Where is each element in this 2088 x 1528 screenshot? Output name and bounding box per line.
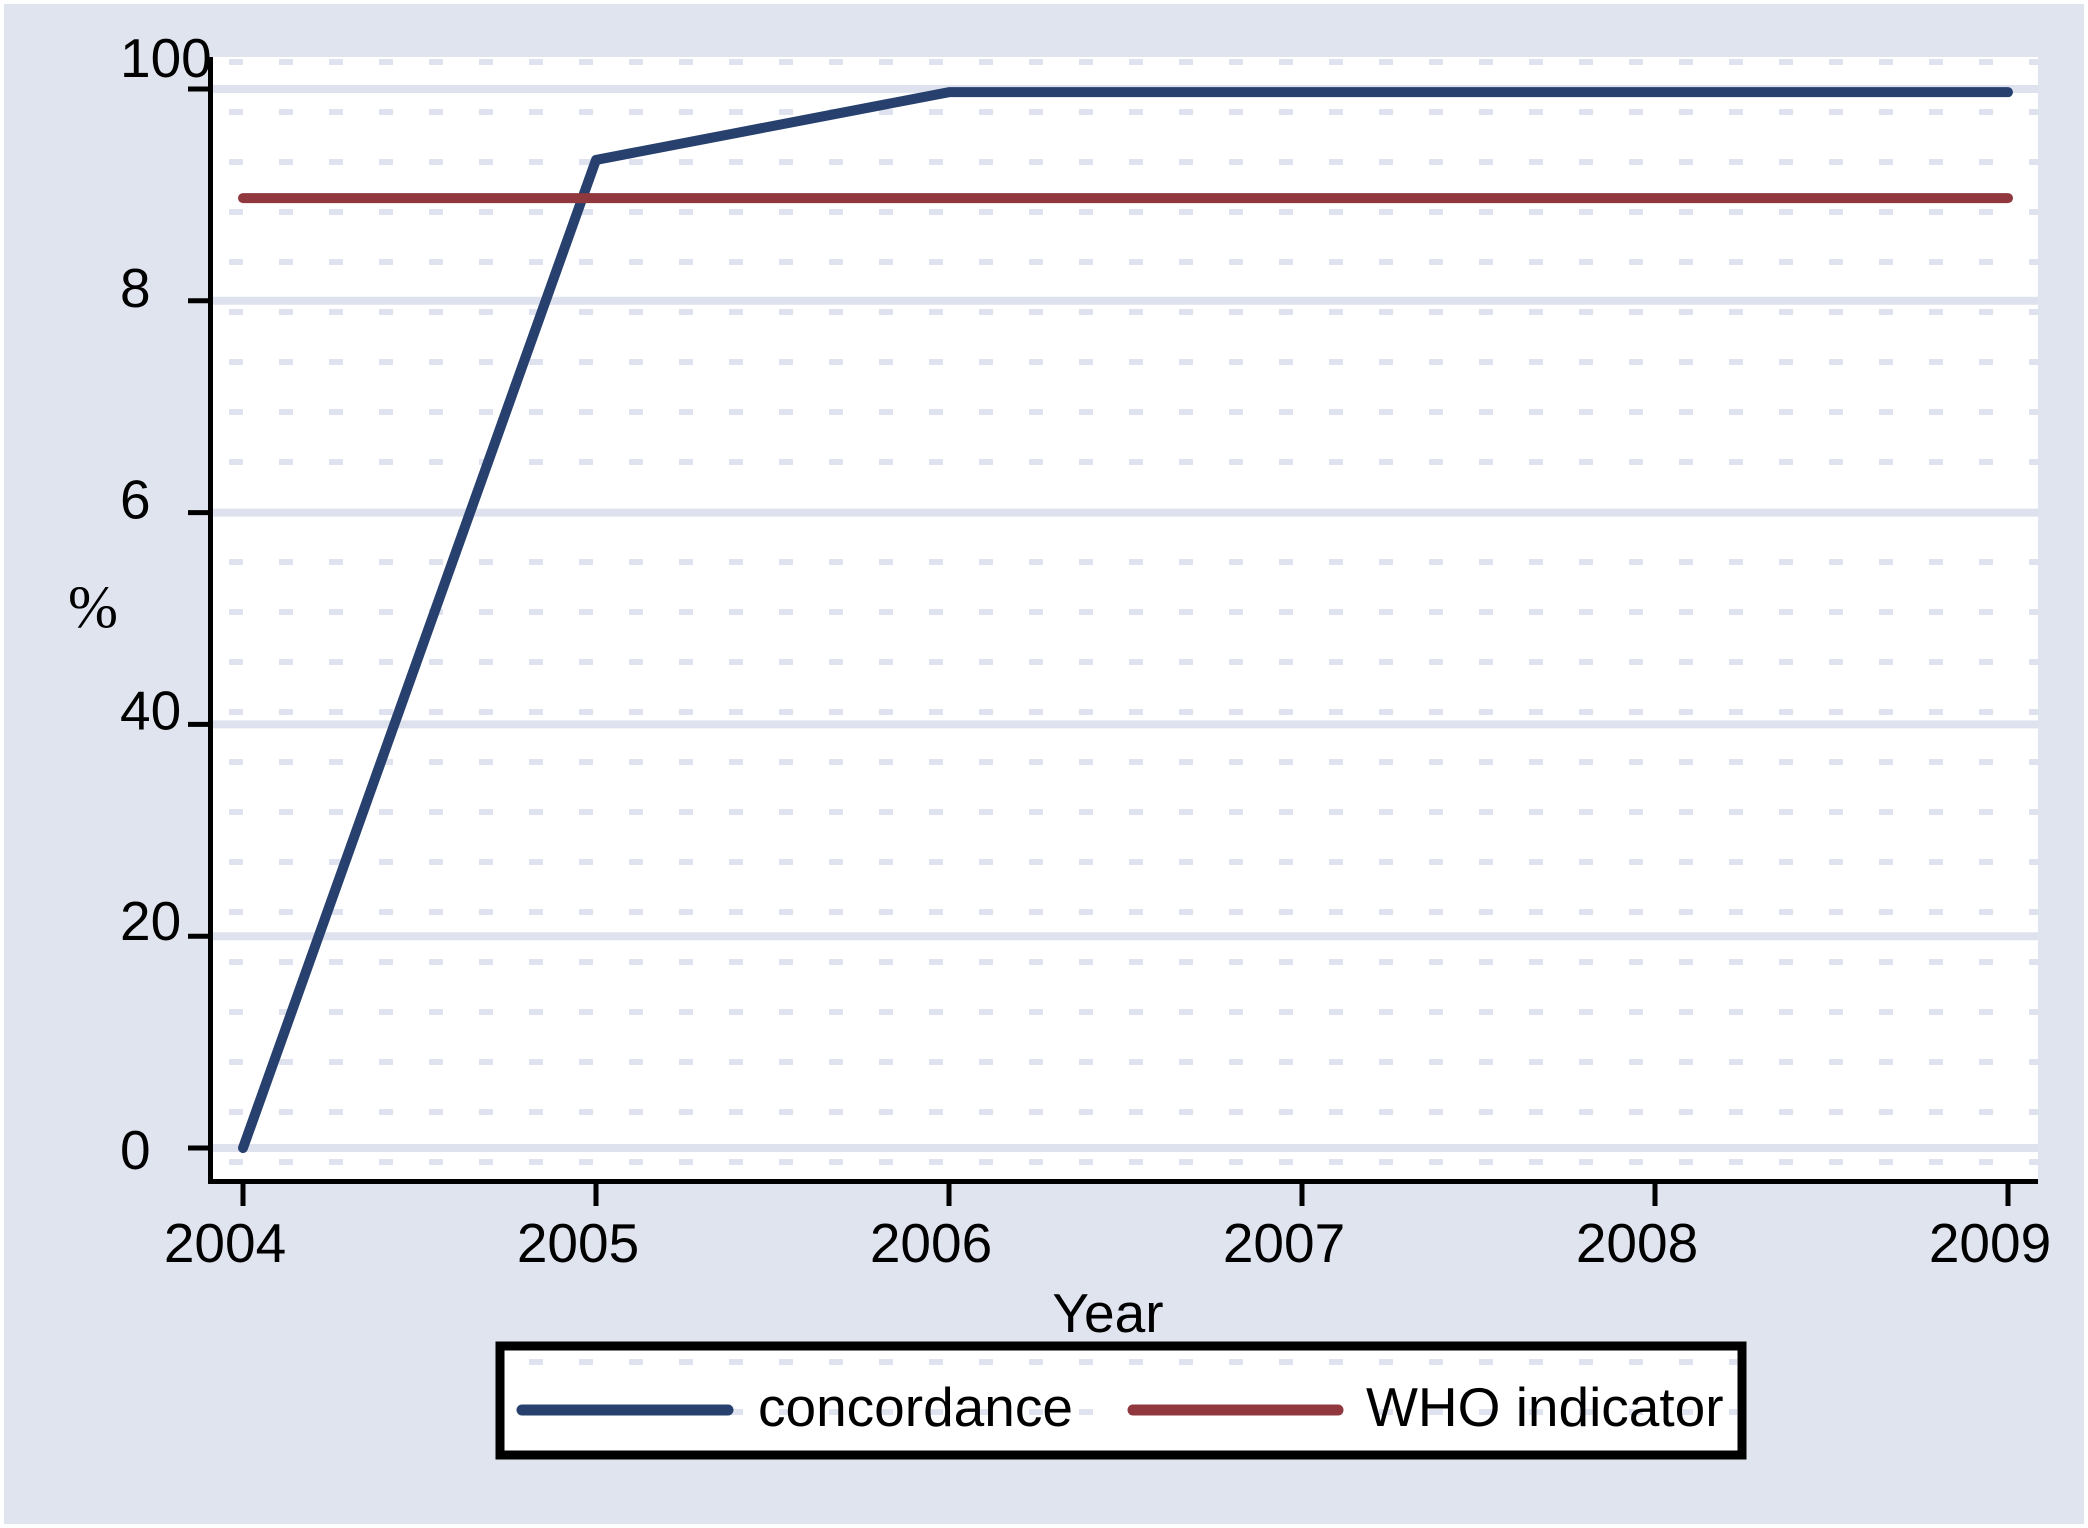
y-tick-label-40: 40 bbox=[120, 679, 181, 741]
x-tick-label-2008: 2008 bbox=[1576, 1212, 1698, 1274]
series-line-concordance bbox=[238, 87, 2013, 1153]
y-axis-ticks: 0 20 40 6 8 100 bbox=[120, 27, 213, 1181]
series-lines bbox=[238, 87, 2013, 1153]
x-axis-title: Year bbox=[1052, 1282, 1163, 1344]
plot-minor-grid-pattern bbox=[213, 57, 2038, 1182]
legend-label-concordance: concordance bbox=[758, 1376, 1073, 1438]
axes bbox=[208, 57, 2038, 1184]
x-tick-label-2005: 2005 bbox=[517, 1212, 639, 1274]
y-tick-label-0: 0 bbox=[120, 1119, 151, 1181]
legend-box-pattern bbox=[505, 1351, 1737, 1450]
x-axis-ticks: 2004 2005 2006 2007 2008 2009 bbox=[164, 1182, 2051, 1274]
y-tick-label-100: 100 bbox=[120, 27, 212, 89]
legend: concordance WHO indicator bbox=[495, 1341, 1747, 1460]
y-tick-label-20: 20 bbox=[120, 890, 181, 952]
y-axis-title: % bbox=[68, 574, 118, 640]
x-tick-label-2004: 2004 bbox=[164, 1212, 286, 1274]
x-tick-label-2009: 2009 bbox=[1929, 1212, 2051, 1274]
legend-items: concordance WHO indicator bbox=[516, 1376, 1724, 1438]
x-tick-label-2006: 2006 bbox=[870, 1212, 992, 1274]
y-tick-label-80: 8 bbox=[120, 257, 151, 319]
legend-label-who-indicator: WHO indicator bbox=[1366, 1376, 1724, 1438]
x-tick-label-2007: 2007 bbox=[1223, 1212, 1345, 1274]
y-tick-label-60: 6 bbox=[120, 469, 151, 531]
